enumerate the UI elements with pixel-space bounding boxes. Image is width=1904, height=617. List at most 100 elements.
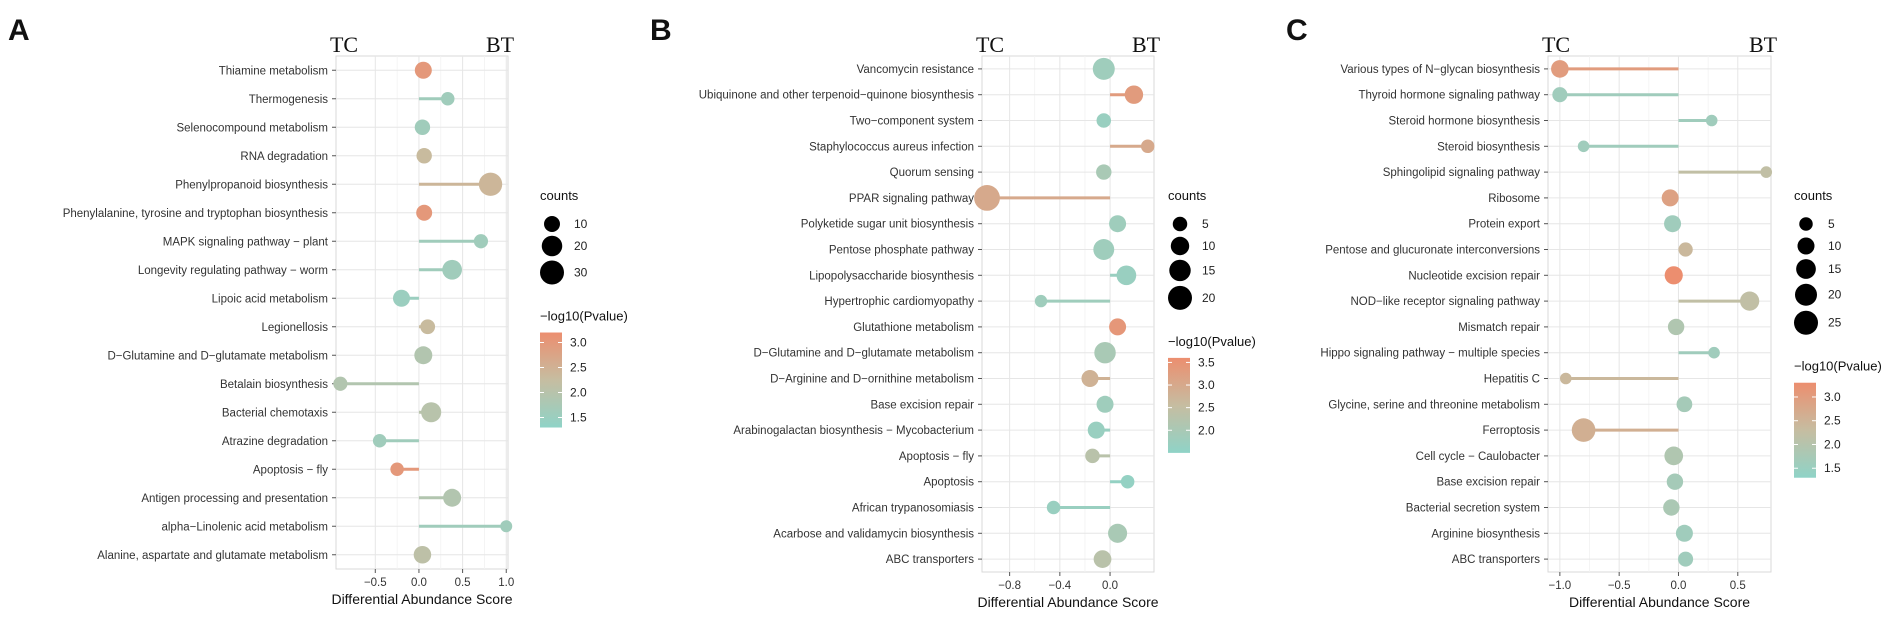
category-label: ABC transporters <box>1452 554 1540 566</box>
category-label: Staphylococcus aureus infection <box>809 141 974 153</box>
legend-color-bar <box>1168 357 1190 453</box>
category-label: Pentose phosphate pathway <box>829 245 974 257</box>
category-label: NOD−like receptor signaling pathway <box>1350 296 1540 308</box>
legend-size-label: 5 <box>1202 217 1209 231</box>
category-label: Bacterial secretion system <box>1406 503 1540 515</box>
lollipop-dot <box>1740 291 1760 311</box>
lollipop-dot <box>500 520 513 533</box>
lollipop-dot <box>1678 242 1693 257</box>
legend-size-dot <box>1794 310 1818 335</box>
lollipop-dot <box>1108 523 1128 543</box>
lollipop-dot <box>1116 265 1137 286</box>
legend-size-label: 20 <box>1202 291 1216 305</box>
category-label: Glycine, serine and threonine metabolism <box>1328 399 1540 411</box>
x-tick-label: −1.0 <box>1549 580 1572 592</box>
lollipop-dot <box>1571 418 1596 442</box>
legend-size-label: 10 <box>1828 239 1842 253</box>
side-label-right: BT <box>1132 32 1161 57</box>
lollipop-dot <box>1661 189 1679 207</box>
category-label: Ferroptosis <box>1482 425 1540 437</box>
lollipop-dot <box>1034 294 1048 308</box>
lollipop-dot <box>441 92 455 106</box>
legend-color-label: 2.5 <box>1198 401 1215 415</box>
category-label: Steroid hormone biosynthesis <box>1389 116 1541 128</box>
legend-size-label: 15 <box>1828 262 1842 276</box>
legend-size-label: 10 <box>1202 239 1216 253</box>
legend-color-bar <box>540 332 562 428</box>
category-label: D−Arginine and D−ornithine metabolism <box>770 374 974 386</box>
lollipop-dot <box>416 148 432 164</box>
legend-color-title: −log10(Pvalue) <box>1794 359 1882 374</box>
legend-size-dot <box>1172 216 1188 232</box>
category-label: African trypanosomiasis <box>852 503 974 515</box>
category-label: Hypertrophic cardiomyopathy <box>824 296 974 308</box>
legend-size-label: 10 <box>574 217 588 231</box>
lollipop-dot <box>1760 166 1773 178</box>
lollipop-dot <box>1664 266 1683 285</box>
lollipop-dot <box>1120 474 1135 489</box>
category-label: Polyketide sugar unit biosynthesis <box>801 219 974 231</box>
category-label: Alanine, aspartate and glutamate metabol… <box>97 550 328 562</box>
legend-size-dot <box>1168 285 1192 310</box>
legend-color-label: 3.5 <box>1198 355 1215 369</box>
lollipop-dot <box>1096 113 1112 128</box>
side-label-left: TC <box>330 32 358 57</box>
lollipop-dot <box>1046 500 1061 515</box>
x-tick-label: −0.4 <box>1048 580 1071 592</box>
category-label: Mismatch repair <box>1458 322 1540 334</box>
category-label: Selenocompound metabolism <box>176 122 328 134</box>
category-label: Bacterial chemotaxis <box>222 407 328 419</box>
lollipop-dot <box>416 204 433 221</box>
lollipop-dot <box>333 376 348 391</box>
lollipop-dot <box>1096 395 1114 413</box>
lollipop-dot <box>1087 421 1105 439</box>
lollipop-dot <box>1667 318 1685 336</box>
category-label: Protein export <box>1468 219 1540 231</box>
category-label: RNA degradation <box>240 151 328 163</box>
plot-frame <box>335 55 509 570</box>
x-tick-label: 0.0 <box>1670 580 1686 592</box>
category-label: Phenylpropanoid biosynthesis <box>175 179 328 191</box>
category-label: Apoptosis − fly <box>253 464 328 476</box>
legend-color-label: 1.5 <box>1824 461 1841 475</box>
category-label: Phenylalanine, tyrosine and tryptophan b… <box>63 208 329 220</box>
category-label: Arginine biosynthesis <box>1431 528 1540 540</box>
lollipop-dot <box>1664 215 1682 233</box>
category-label: Apoptosis <box>923 477 974 489</box>
x-tick-label: 0.0 <box>411 577 427 589</box>
side-label-right: BT <box>1749 32 1778 57</box>
category-label: Thiamine metabolism <box>219 65 328 77</box>
lollipop-dot <box>1663 499 1680 516</box>
x-axis-title: Differential Abundance Score <box>977 594 1158 610</box>
legend-color-label: 1.5 <box>570 411 587 425</box>
lollipop-dot <box>1109 215 1127 233</box>
category-label: D−Glutamine and D−glutamate metabolism <box>107 350 328 362</box>
category-label: Ribosome <box>1488 193 1540 205</box>
lollipop-dot <box>442 259 462 280</box>
category-label: Antigen processing and presentation <box>141 493 328 505</box>
legend-color-label: 2.0 <box>1198 423 1215 437</box>
lollipop-dot <box>372 434 387 448</box>
lollipop-dot <box>1093 239 1115 260</box>
lollipop-dot <box>414 346 433 365</box>
lollipop-dot <box>1666 473 1684 490</box>
lollipop-dot <box>1708 346 1720 359</box>
legend-color-label: 3.0 <box>1198 378 1215 392</box>
category-label: PPAR signaling pathway <box>849 193 974 205</box>
lollipop-dot <box>1081 369 1099 388</box>
legend-counts-title: counts <box>1168 188 1207 203</box>
category-label: D−Glutamine and D−glutamate metabolism <box>753 348 974 360</box>
lollipop-dot <box>414 61 432 79</box>
lollipop-dot <box>1092 57 1115 80</box>
lollipop-dot <box>1085 448 1100 464</box>
category-label: Various types of N−glycan biosynthesis <box>1340 64 1540 76</box>
x-tick-label: 1.0 <box>498 577 514 589</box>
lollipop-dot <box>443 488 462 507</box>
category-label: Ubiquinone and other terpenoid−quinone b… <box>699 90 974 102</box>
side-label-left: TC <box>976 32 1004 57</box>
legend-color-label: 2.5 <box>1824 414 1841 428</box>
lollipop-dot <box>414 119 431 135</box>
x-axis-title: Differential Abundance Score <box>1569 594 1750 610</box>
plot-frame <box>981 55 1155 573</box>
category-label: Vancomycin resistance <box>857 64 974 76</box>
